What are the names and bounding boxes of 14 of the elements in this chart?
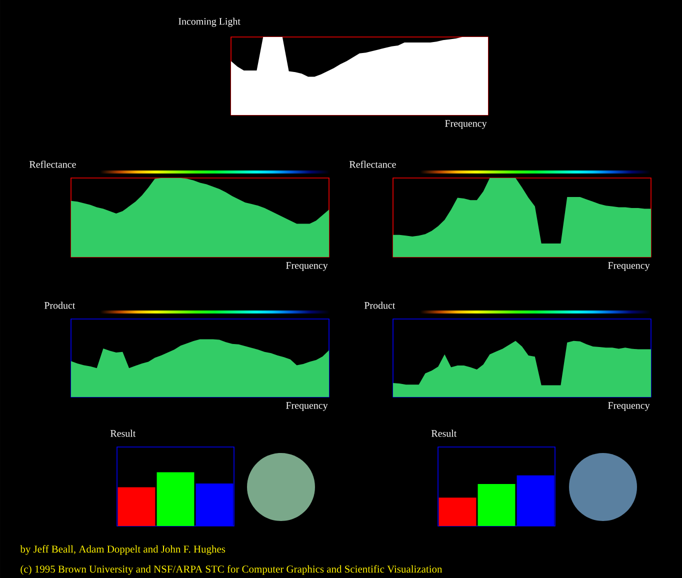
chart-title: Incoming Light — [178, 18, 240, 27]
x-axis-title: Frequency — [608, 402, 650, 411]
chart-title: Reflectance — [349, 160, 396, 168]
chart-title: Result — [110, 430, 136, 437]
text: by Jeff Beall, Adam Doppelt and John F. Hughes — [20, 545, 226, 555]
chart-title: Product — [364, 302, 396, 309]
x-axis-title: Frequency — [608, 262, 650, 271]
chart-title: Result — [431, 430, 457, 437]
chart-title: Reflectance — [29, 160, 76, 168]
x-axis-title: Frequency — [445, 120, 487, 129]
chart-title: Product — [44, 302, 76, 309]
x-axis-title: Frequency — [286, 402, 328, 411]
x-axis-title: Frequency — [286, 262, 328, 271]
text: (c) 1995 Brown University and NSF/ARPA STC for Computer Graphics and Scientific Visualization — [20, 565, 442, 575]
